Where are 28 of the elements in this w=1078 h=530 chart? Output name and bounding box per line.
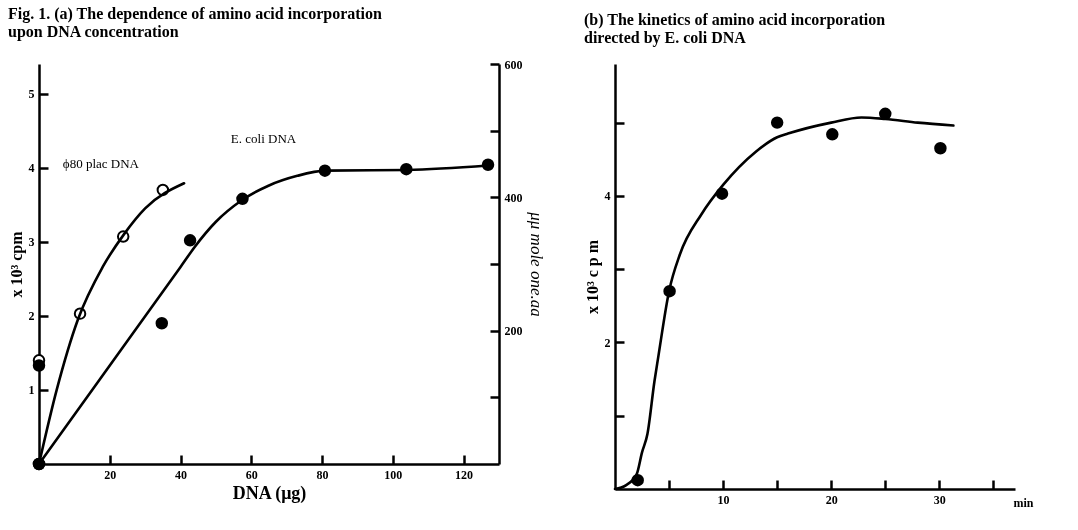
x-tick-label: 30 xyxy=(933,492,946,507)
x-tick-label: 100 xyxy=(384,467,403,482)
y2-tick-label: 400 xyxy=(504,190,523,205)
text: E. coli DNA xyxy=(230,130,297,146)
y2-axis-title: μμ mole one.aa xyxy=(526,211,546,317)
x-tick-label: 10 xyxy=(717,492,730,507)
y-tick-label: 4 xyxy=(604,189,611,204)
y-tick-label: 3 xyxy=(28,235,35,250)
y-tick-label: 2 xyxy=(28,309,35,324)
y-axis-title: x 10³ c p m xyxy=(583,239,602,315)
y-tick-label: 2 xyxy=(604,335,611,350)
x-tick-label: 80 xyxy=(316,467,329,482)
x-axis-title: min xyxy=(1013,495,1034,510)
y2-tick-label: 200 xyxy=(504,324,523,339)
x-axis-title: DNA (μg) xyxy=(232,482,307,504)
chart-title: Fig. 1. (a) The dependence of amino acid incorporation upon DNA concentration xyxy=(8,5,383,41)
y-tick-label: 4 xyxy=(28,161,35,176)
x-tick-label: 60 xyxy=(245,467,258,482)
x-tick-label: 40 xyxy=(175,467,188,482)
x-tick-label: 20 xyxy=(104,467,117,482)
x-tick-label: 20 xyxy=(825,492,838,507)
x-tick-label: 120 xyxy=(455,467,474,482)
y-tick-label: 1 xyxy=(28,383,35,398)
series-label: ϕ80 plac DNA xyxy=(62,155,140,171)
y-axis-title: x 10³ cpm xyxy=(7,230,26,298)
chart-title: (b) The kinetics of amino acid incorporation directed by E. coli DNA xyxy=(584,11,886,47)
y2-tick-label: 600 xyxy=(504,57,523,72)
y-tick-label: 5 xyxy=(28,87,35,102)
